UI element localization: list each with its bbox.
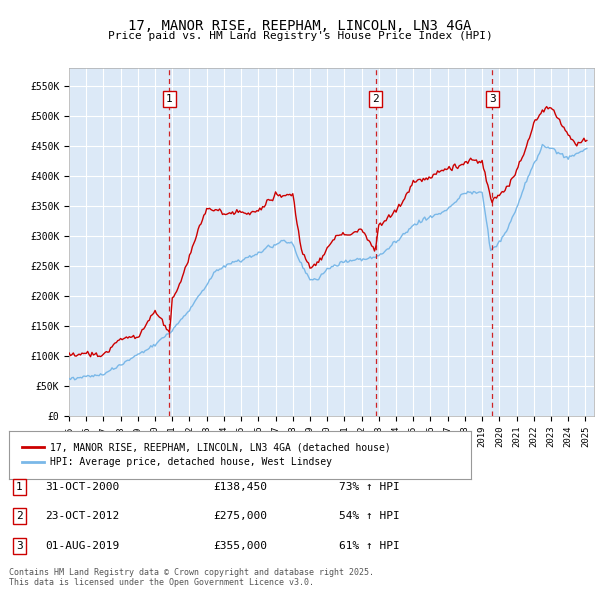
Text: 31-OCT-2000: 31-OCT-2000 — [45, 482, 119, 491]
Text: £138,450: £138,450 — [213, 482, 267, 491]
Text: 73% ↑ HPI: 73% ↑ HPI — [339, 482, 400, 491]
Legend: 17, MANOR RISE, REEPHAM, LINCOLN, LN3 4GA (detached house), HPI: Average price, : 17, MANOR RISE, REEPHAM, LINCOLN, LN3 4G… — [19, 438, 394, 471]
Text: £275,000: £275,000 — [213, 512, 267, 521]
Text: £355,000: £355,000 — [213, 541, 267, 550]
Text: 54% ↑ HPI: 54% ↑ HPI — [339, 512, 400, 521]
Text: 61% ↑ HPI: 61% ↑ HPI — [339, 541, 400, 550]
Text: 3: 3 — [489, 94, 496, 104]
Text: Contains HM Land Registry data © Crown copyright and database right 2025.
This d: Contains HM Land Registry data © Crown c… — [9, 568, 374, 587]
Text: 17, MANOR RISE, REEPHAM, LINCOLN, LN3 4GA: 17, MANOR RISE, REEPHAM, LINCOLN, LN3 4G… — [128, 19, 472, 33]
Text: 2: 2 — [16, 512, 23, 521]
Text: 23-OCT-2012: 23-OCT-2012 — [45, 512, 119, 521]
Text: 1: 1 — [16, 482, 23, 491]
Text: 3: 3 — [16, 541, 23, 550]
Text: 01-AUG-2019: 01-AUG-2019 — [45, 541, 119, 550]
Text: 2: 2 — [372, 94, 379, 104]
Text: Price paid vs. HM Land Registry's House Price Index (HPI): Price paid vs. HM Land Registry's House … — [107, 31, 493, 41]
Text: 1: 1 — [166, 94, 173, 104]
